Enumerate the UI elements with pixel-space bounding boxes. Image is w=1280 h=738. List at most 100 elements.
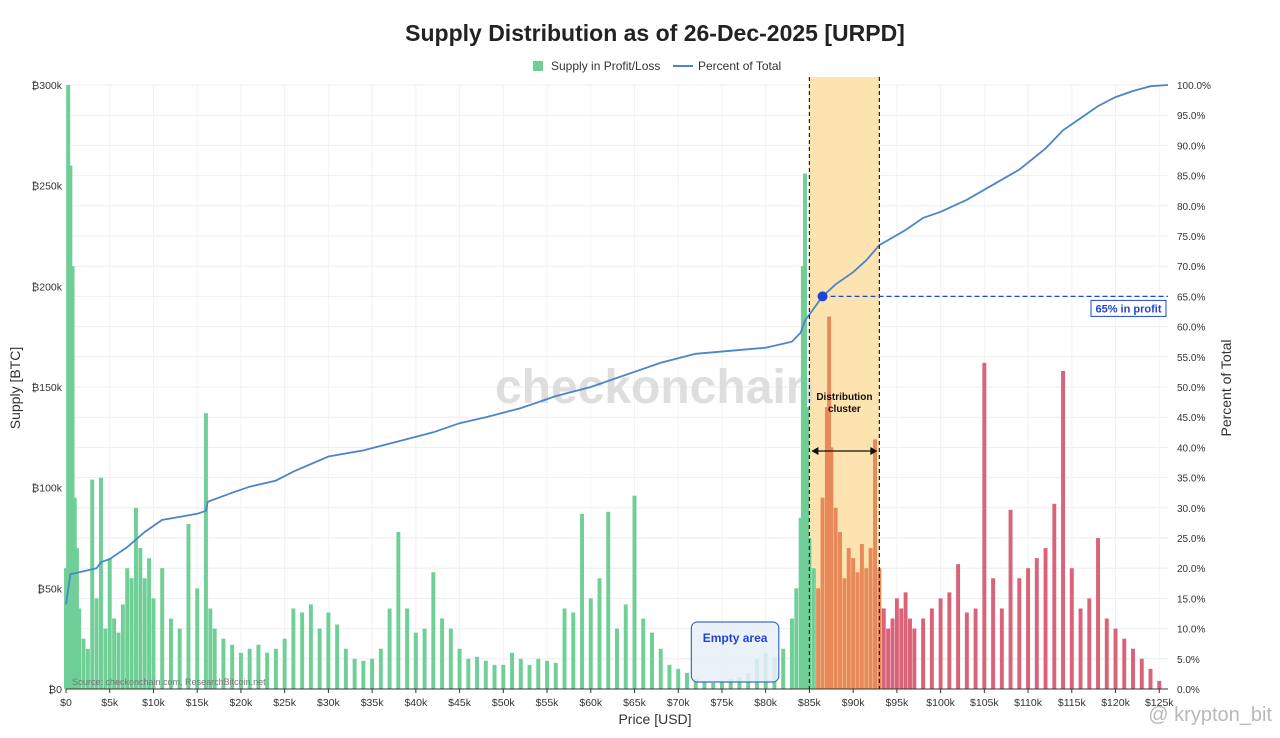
supply-bar (116, 632, 121, 689)
supply-bar (833, 507, 838, 689)
supply-bar (107, 558, 112, 689)
x-tick-label: $85k (798, 697, 822, 709)
supply-bar (466, 658, 471, 689)
supply-bar (912, 628, 917, 689)
supply-bar (816, 588, 821, 689)
supply-bar (168, 618, 173, 689)
supply-bar (846, 548, 851, 689)
supply-bar (947, 592, 952, 689)
supply-bar (66, 85, 71, 689)
x-tick-label: $20k (230, 697, 254, 709)
y-left-tick-label: ₿200k (31, 281, 62, 293)
supply-bar (632, 495, 637, 689)
y-right-tick-label: 65.0% (1177, 292, 1205, 303)
supply-bar (501, 664, 506, 689)
supply-bar (667, 664, 672, 689)
supply-bar (134, 507, 138, 689)
supply-bar (70, 266, 75, 689)
x-tick-label: $120k (1101, 697, 1130, 709)
empty-area-label: Empty area (703, 631, 768, 645)
supply-bar (326, 612, 331, 689)
legend-label-supply: Supply in Profit/Loss (551, 59, 660, 73)
y-left-tick-label: ₿50k (37, 583, 62, 595)
supply-bar (1061, 370, 1066, 689)
supply-bar (842, 578, 847, 689)
supply-bar (903, 592, 908, 689)
supply-bar (794, 588, 799, 689)
x-tick-label: $40k (404, 697, 428, 709)
supply-bar (820, 497, 825, 689)
supply-bar (77, 608, 82, 689)
supply-bar (864, 568, 869, 689)
supply-bar (827, 316, 832, 689)
supply-bar (956, 564, 961, 689)
supply-bars (64, 85, 1162, 690)
supply-bar (99, 477, 103, 689)
supply-bar (247, 648, 252, 689)
supply-bar (405, 608, 410, 689)
supply-bar (208, 608, 213, 689)
supply-bar (1096, 538, 1100, 689)
supply-bar (370, 658, 375, 689)
supply-bar (719, 680, 724, 689)
supply-bar (317, 628, 322, 689)
supply-bar (805, 407, 810, 689)
supply-bar (685, 672, 689, 689)
supply-bar (1087, 598, 1092, 689)
supply-bar (112, 618, 117, 689)
supply-bar (908, 618, 912, 689)
supply-bar (1043, 548, 1048, 689)
axes: $0 $5k $10k $15k $20k $25k $30k $35k $40k $45k $50… (31, 80, 1211, 709)
supply-bar (103, 628, 108, 689)
chart-title: Supply Distribution as of 26-Dec-2025 [U… (405, 20, 905, 46)
y-right-tick-label: 30.0% (1177, 504, 1205, 515)
supply-bar (811, 568, 816, 689)
supply-bar (475, 656, 480, 689)
supply-bar (999, 608, 1004, 689)
x-tick-label: $60k (579, 697, 603, 709)
supply-bar (536, 658, 541, 689)
supply-bar (203, 413, 208, 689)
y-right-tick-label: 50.0% (1177, 383, 1205, 394)
y-right-tick-label: 80.0% (1177, 202, 1205, 213)
x-tick-label: $15k (186, 697, 210, 709)
y-right-tick-label: 70.0% (1177, 262, 1205, 273)
supply-bar (1113, 628, 1118, 689)
cluster-arrow-right-head (870, 447, 878, 455)
credit-watermark: @ krypton_bit (1148, 704, 1272, 726)
y-left-tick-label: ₿0 (48, 684, 62, 696)
supply-bar (873, 439, 877, 689)
supply-bar (553, 662, 558, 689)
supply-bar (282, 638, 287, 689)
legend-swatch-supply (533, 61, 543, 71)
supply-bar (483, 660, 488, 689)
supply-bar (85, 648, 90, 689)
supply-bar (899, 608, 904, 689)
supply-bar (1157, 680, 1162, 689)
supply-bar (615, 628, 619, 689)
supply-bar (693, 678, 698, 689)
x-tick-label: $100k (926, 697, 955, 709)
x-tick-label: $125k (1145, 697, 1174, 709)
x-tick-label: $95k (885, 697, 909, 709)
x-tick-label: $45k (448, 697, 472, 709)
supply-bar (851, 558, 856, 689)
supply-bar (938, 598, 943, 689)
supply-bar (580, 513, 584, 689)
supply-bar (838, 531, 842, 689)
x-tick-label: $25k (273, 697, 297, 709)
supply-bar (964, 612, 969, 689)
supply-bar (1078, 608, 1083, 689)
supply-bar (929, 608, 934, 689)
x-tick-label: $55k (536, 697, 560, 709)
y-right-tick-label: 45.0% (1177, 413, 1205, 424)
supply-bar (120, 604, 125, 689)
x-tick-label: $30k (317, 697, 341, 709)
profit-label-box (1090, 299, 1167, 317)
y-right-tick-label: 20.0% (1177, 564, 1205, 575)
supply-bar (396, 531, 401, 689)
supply-bar (147, 558, 152, 689)
supply-bar (212, 628, 217, 689)
watermark: checkonchain (495, 361, 815, 414)
supply-bar (142, 578, 147, 689)
